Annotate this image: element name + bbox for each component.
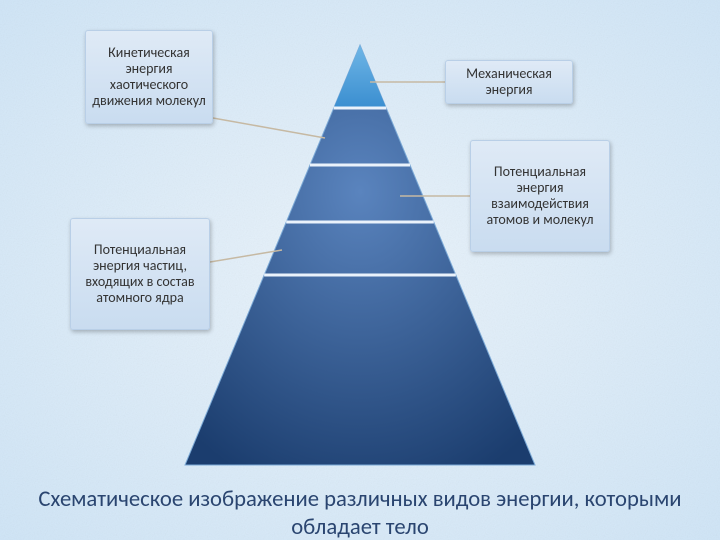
label-potential-nuclear: Потенциальная энергия частиц, входящих в… bbox=[70, 218, 210, 330]
label-text-potential-interaction: Потенциальная энергия взаимодействия ато… bbox=[477, 164, 603, 228]
label-mechanical: Механическая энергия bbox=[445, 60, 573, 104]
label-text-potential-nuclear: Потенциальная энергия частиц, входящих в… bbox=[77, 242, 203, 306]
label-text-kinetic: Кинетическая энергия хаотического движен… bbox=[92, 45, 206, 109]
label-kinetic: Кинетическая энергия хаотического движен… bbox=[85, 30, 213, 124]
connector-kinetic bbox=[213, 118, 325, 138]
diagram-stage: Механическая энергия Кинетическая энергия… bbox=[0, 0, 720, 540]
caption: Схематическое изображение различных видо… bbox=[0, 485, 720, 540]
pyramid-tip bbox=[334, 45, 387, 108]
label-text-mechanical: Механическая энергия bbox=[452, 66, 566, 98]
caption-text: Схематическое изображение различных видо… bbox=[38, 485, 681, 540]
label-potential-interaction: Потенциальная энергия взаимодействия ато… bbox=[470, 140, 610, 252]
